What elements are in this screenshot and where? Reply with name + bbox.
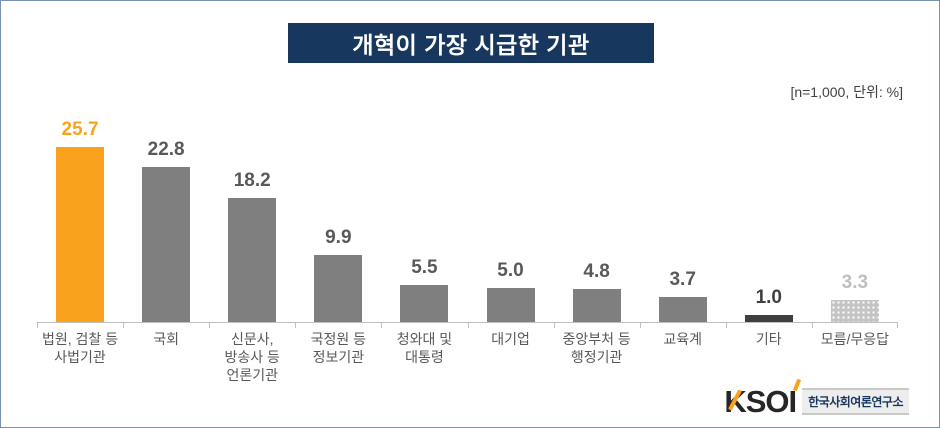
axis-tick — [295, 322, 297, 328]
category-label: 법원, 검찰 등 사법기관 — [42, 331, 119, 366]
bar-column: 5.5 — [381, 119, 467, 322]
bar-value-label: 1.0 — [755, 287, 782, 308]
sample-size-note: [n=1,000, 단위: %] — [790, 84, 903, 100]
category-label: 대기업 — [491, 331, 530, 347]
axis-tick — [553, 322, 555, 328]
bar-column: 4.8 — [554, 119, 640, 322]
bar — [658, 297, 707, 322]
axis-tick — [725, 322, 727, 328]
axis-tick — [37, 322, 38, 328]
category-label: 국회 — [153, 331, 180, 347]
bar-column: 22.8 — [123, 119, 209, 322]
bar-column: 9.9 — [295, 119, 381, 322]
axis-tick — [897, 322, 898, 328]
axis-tick — [639, 322, 641, 328]
bar-column: 1.0 — [726, 119, 812, 322]
bar-column: 25.7 — [37, 119, 123, 322]
bar-column: 3.3 — [812, 119, 898, 322]
bar-value-label: 5.0 — [497, 260, 524, 281]
bar — [486, 288, 535, 322]
bar — [314, 255, 363, 322]
bar — [142, 167, 191, 322]
bar-value-label: 22.8 — [147, 139, 185, 160]
axis-tick — [123, 322, 125, 328]
bar — [572, 289, 621, 322]
bar-value-label: 4.8 — [583, 261, 610, 282]
axis-tick — [381, 322, 383, 328]
bar-value-label: 9.9 — [325, 227, 352, 248]
bar-value-label: 3.3 — [841, 272, 869, 293]
ksoi-logo: KSOI 한국사회여론연구소 — [724, 378, 909, 417]
axis-tick — [811, 322, 813, 328]
category-label: 교육계 — [663, 331, 703, 347]
axis-tick — [209, 322, 211, 328]
category-label: 신문사, 방송사 등 언론기관 — [224, 331, 280, 384]
bar-column: 5.0 — [467, 119, 553, 322]
category-label: 국정원 등 정보기관 — [310, 331, 367, 366]
bar-value-label: 18.2 — [233, 170, 271, 191]
category-label: 모름/무응답 — [820, 331, 890, 347]
bar — [400, 285, 449, 322]
bar-value-label: 3.7 — [669, 269, 696, 290]
ksoi-logo-subtitle: 한국사회여론연구소 — [802, 388, 909, 415]
bar — [228, 198, 277, 322]
category-label: 청와대 및 대통령 — [396, 331, 453, 366]
category-label: 기타 — [755, 331, 782, 347]
category-label: 중앙부처 등 행정기관 — [562, 331, 631, 366]
bar — [744, 315, 793, 322]
bar-value-label: 5.5 — [411, 257, 438, 278]
category-axis-labels: 법원, 검찰 등 사법기관 국회 신문사, 방송사 등 언론기관 국정원 등 정보기관… — [37, 330, 898, 385]
bar — [56, 147, 105, 322]
bar-plot-area: 25.7 22.8 18.2 9.9 5.5 5.0 4.8 3.7 1.0 3.3 — [37, 119, 898, 328]
chart-title-box: 개혁이 가장 시급한 기관 — [288, 23, 654, 63]
bar-value-label: 25.7 — [61, 119, 99, 140]
axis-tick — [467, 322, 469, 328]
bar — [830, 300, 879, 322]
ksoi-logo-text: KSOI — [724, 378, 802, 417]
bar-column: 3.7 — [640, 119, 726, 322]
bar-column: 18.2 — [209, 119, 295, 322]
chart-title: 개혁이 가장 시급한 기관 — [352, 32, 590, 58]
